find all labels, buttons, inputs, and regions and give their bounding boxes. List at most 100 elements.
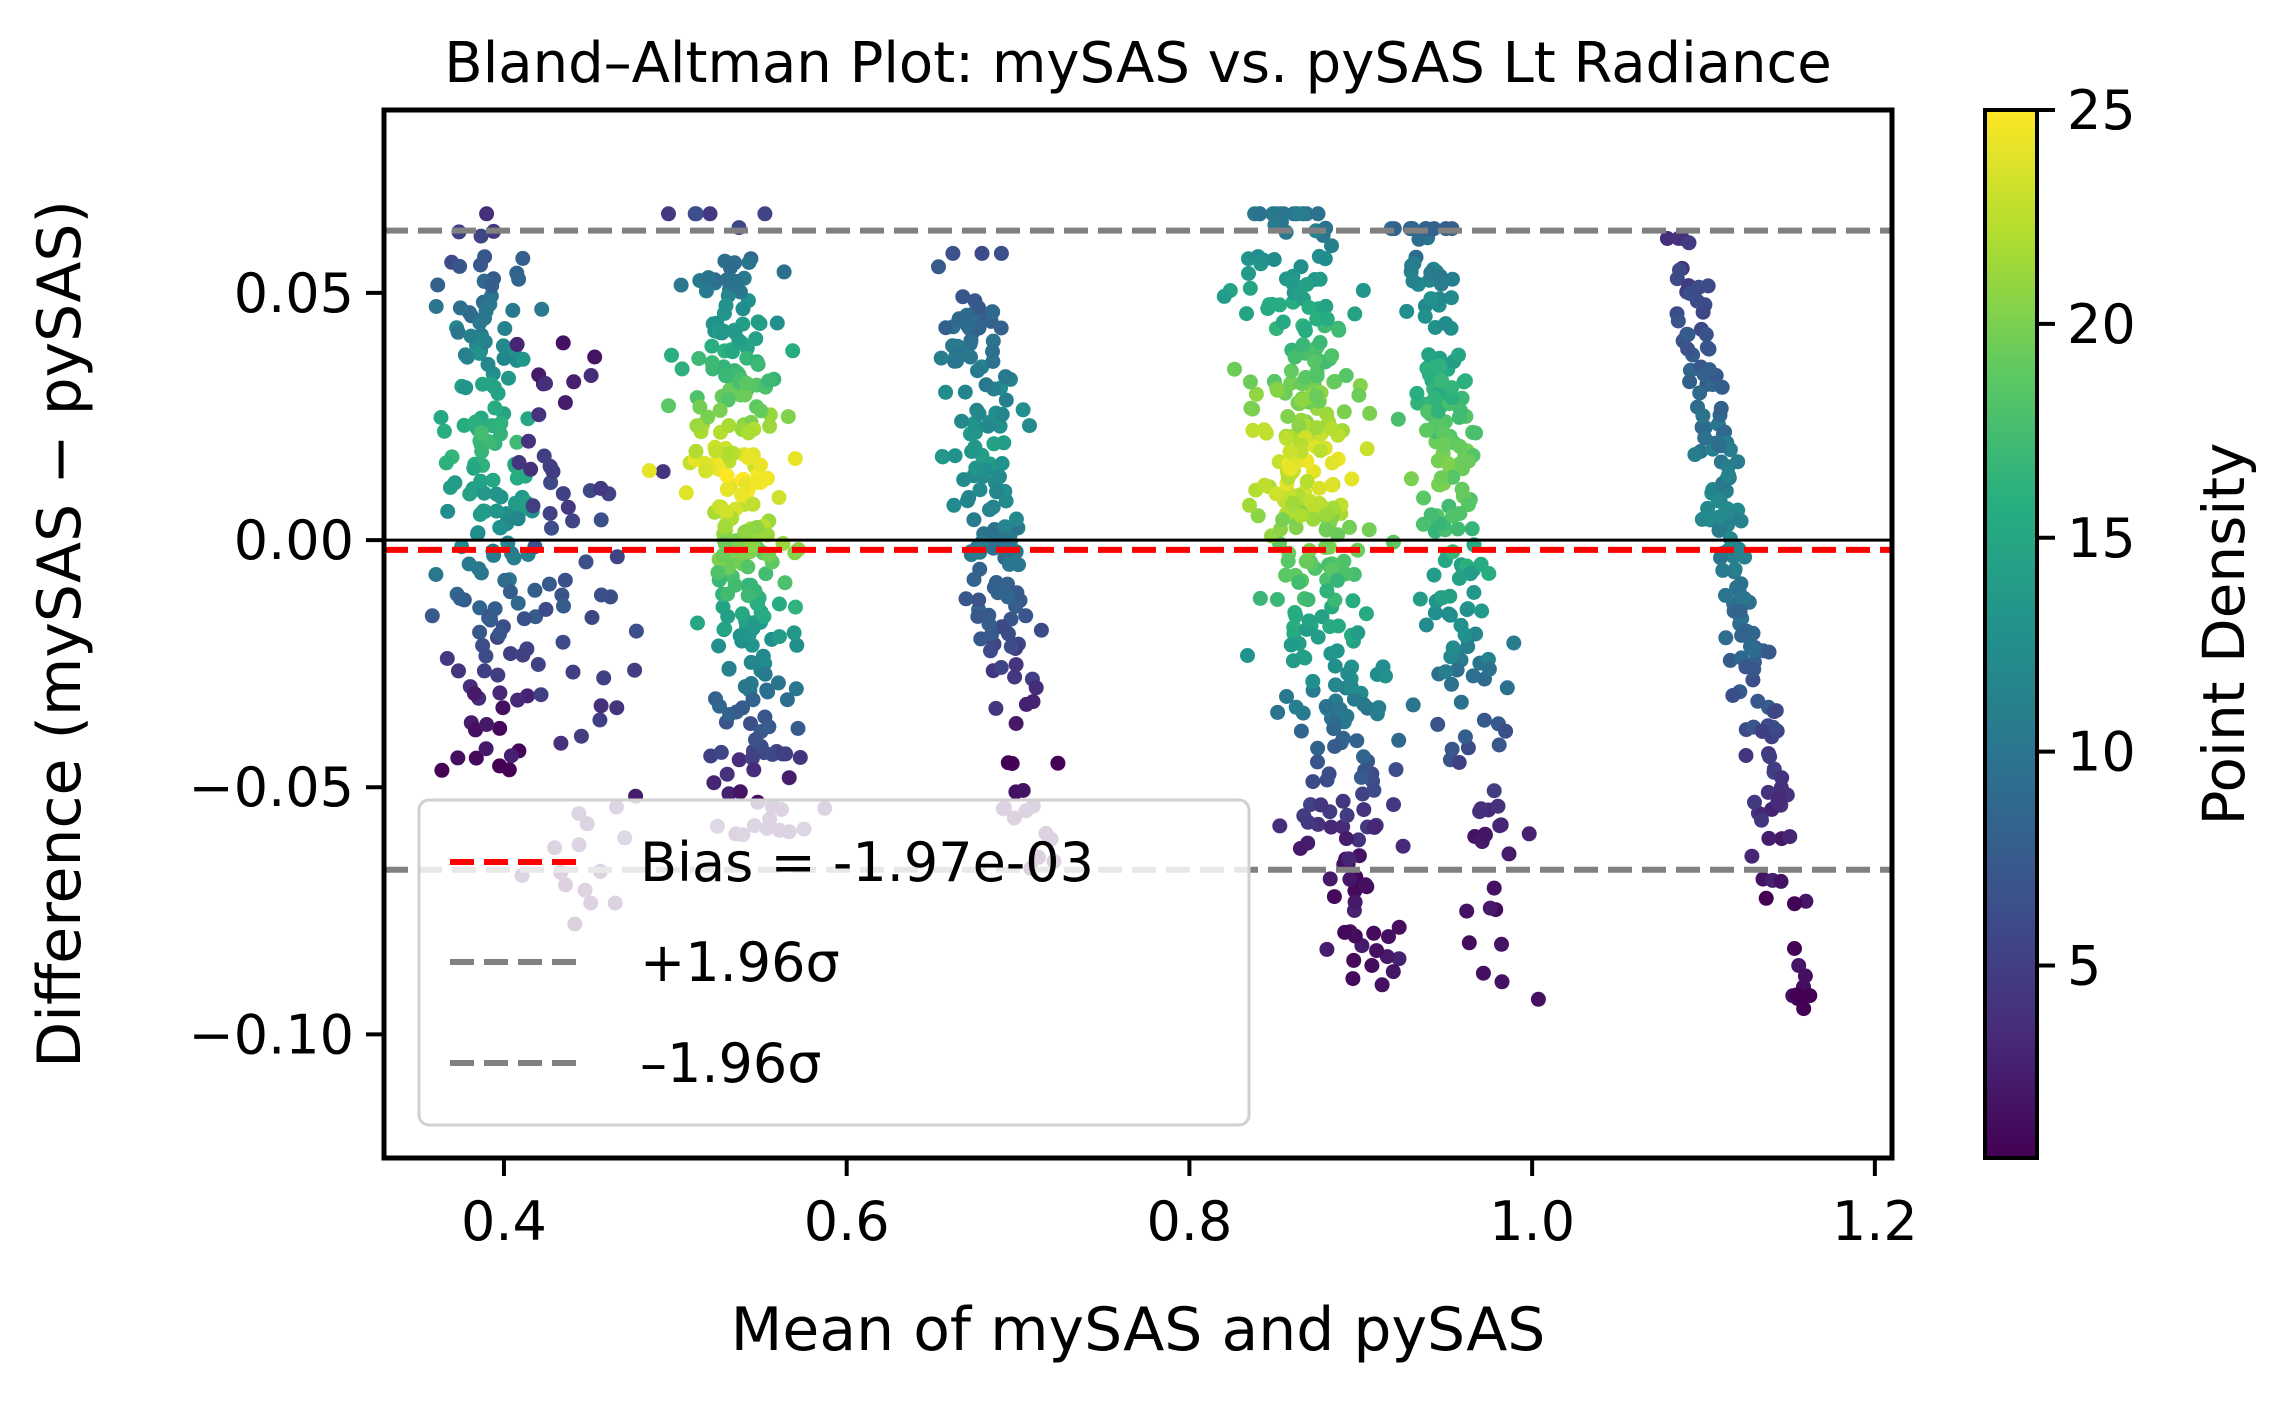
data-point: [771, 596, 787, 612]
data-point: [1335, 793, 1351, 809]
data-point: [1351, 387, 1367, 403]
data-point: [433, 410, 449, 425]
data-point: [1419, 422, 1434, 438]
legend-bias-label: Bias = -1.97e-03: [640, 831, 1094, 894]
data-point: [1506, 635, 1522, 651]
data-point: [732, 784, 748, 800]
data-point: [985, 344, 1000, 359]
data-point: [750, 596, 766, 612]
data-point: [1445, 469, 1461, 485]
data-point: [1240, 648, 1255, 663]
data-point: [1301, 613, 1317, 629]
data-point: [1715, 562, 1731, 578]
data-point: [1275, 314, 1291, 330]
data-point: [1494, 974, 1510, 990]
data-point: [960, 493, 975, 509]
data-point: [722, 260, 738, 276]
data-point: [1332, 701, 1348, 717]
data-point: [439, 651, 455, 666]
data-point: [1494, 936, 1509, 952]
data-point: [1369, 706, 1385, 722]
data-point: [1257, 477, 1273, 493]
data-point: [1312, 335, 1328, 350]
data-point: [1521, 826, 1537, 842]
data-point: [997, 519, 1013, 535]
data-point: [1282, 444, 1298, 460]
data-point: [1258, 425, 1274, 441]
data-point: [1308, 388, 1324, 404]
data-point: [789, 637, 805, 653]
data-point: [1366, 925, 1382, 941]
data-point: [1797, 968, 1813, 984]
data-point: [1313, 443, 1328, 459]
data-point: [753, 457, 768, 473]
data-point: [578, 554, 594, 570]
data-point: [963, 349, 978, 365]
data-point: [1347, 306, 1363, 322]
data-point: [485, 472, 501, 488]
data-point: [1391, 732, 1407, 748]
data-point: [1388, 762, 1404, 778]
data-point: [1242, 497, 1257, 513]
data-point: [538, 601, 554, 617]
data-point: [1326, 721, 1342, 737]
data-point: [1464, 521, 1480, 537]
data-point: [1252, 590, 1268, 606]
data-point: [565, 513, 581, 529]
data-point: [1309, 368, 1325, 384]
data-point: [463, 328, 479, 344]
data-point: [1476, 712, 1492, 728]
data-point: [1326, 889, 1342, 905]
data-point: [1242, 374, 1258, 390]
data-point: [1798, 893, 1814, 909]
data-point: [988, 700, 1004, 716]
data-point: [1345, 593, 1361, 609]
data-point: [706, 775, 722, 791]
data-point: [492, 720, 508, 736]
data-point: [1356, 802, 1372, 818]
data-point: [1245, 422, 1261, 438]
data-point: [492, 685, 508, 701]
data-point: [1364, 958, 1380, 973]
data-point: [1275, 512, 1291, 528]
data-point: [1310, 754, 1325, 770]
data-point: [750, 357, 766, 372]
data-point: [521, 433, 536, 449]
data-point: [1374, 977, 1390, 993]
data-point: [1385, 964, 1401, 980]
data-point: [713, 744, 729, 760]
data-point: [948, 348, 964, 364]
data-point: [1330, 527, 1346, 543]
legend: Bias = -1.97e-03 +1.96σ –1.96σ: [417, 798, 1251, 1127]
data-point: [1444, 380, 1460, 396]
data-point: [1412, 591, 1428, 607]
data-point: [1692, 385, 1708, 401]
data-point: [1730, 454, 1746, 470]
data-point: [1319, 941, 1335, 957]
data-point: [1444, 676, 1459, 692]
data-point: [1443, 290, 1459, 306]
data-point: [1440, 456, 1456, 471]
data-point: [1682, 286, 1698, 301]
data-point: [971, 592, 987, 608]
data-point: [1680, 327, 1696, 343]
data-point: [609, 700, 625, 716]
data-point: [1421, 347, 1437, 363]
data-point: [748, 331, 764, 347]
data-point: [735, 301, 751, 317]
data-point: [478, 741, 494, 757]
data-point: [1331, 322, 1347, 338]
data-point: [456, 417, 472, 433]
data-point: [566, 374, 582, 390]
data-point: [743, 654, 759, 670]
data-point: [761, 373, 776, 389]
data-point: [1342, 871, 1358, 887]
x-axis-ticks: 0.4 0.6 0.8 1.0 1.2: [461, 1158, 1918, 1253]
data-point: [450, 750, 466, 766]
data-point: [1738, 748, 1754, 763]
y-axis-ticks: −0.10 −0.05 0.00 0.05: [189, 262, 384, 1066]
data-point: [461, 556, 477, 572]
data-point: [1433, 470, 1449, 486]
data-point: [788, 599, 803, 615]
